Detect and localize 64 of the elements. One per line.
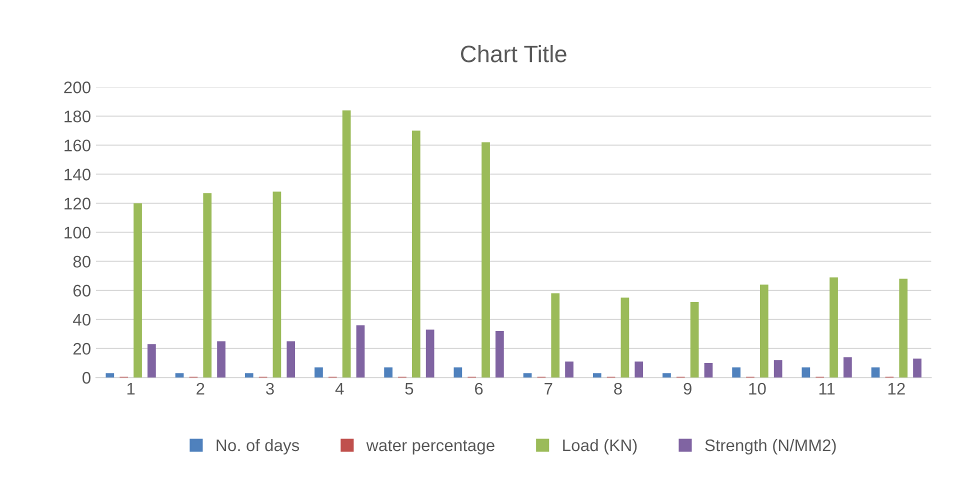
- bar: [899, 278, 908, 378]
- bar: [704, 363, 713, 378]
- chart-title: Chart Title: [461, 45, 566, 62]
- x-tick-label: 5: [405, 382, 414, 395]
- bar: [844, 357, 852, 378]
- bar: [175, 373, 184, 378]
- bar: [203, 193, 212, 378]
- bar: [106, 373, 114, 378]
- legend-label: Strength (N/MM2): [705, 438, 836, 455]
- bar: [634, 362, 644, 378]
- bar: [830, 277, 838, 378]
- bar: [732, 367, 740, 378]
- y-tick-label: 80: [73, 256, 90, 268]
- x-tick-label: 1: [127, 382, 135, 394]
- bar: [690, 302, 699, 378]
- bar: [286, 341, 296, 378]
- y-tick-label: 100: [64, 226, 90, 239]
- bar: [592, 373, 602, 378]
- bar: [620, 298, 630, 378]
- x-tick-label: 7: [544, 382, 552, 394]
- y-tick-label: 160: [64, 140, 90, 152]
- bar: [148, 344, 156, 378]
- y-tick-label: 140: [64, 168, 90, 180]
- bar: [551, 293, 560, 378]
- bar: [565, 362, 574, 378]
- x-tick-label: 12: [888, 382, 905, 394]
- x-tick-label: 10: [749, 382, 766, 395]
- bar: [426, 330, 434, 378]
- x-tick-label: 8: [614, 382, 622, 395]
- bar: [454, 367, 462, 378]
- bar: [482, 142, 490, 378]
- x-tick-label: 2: [196, 382, 204, 394]
- y-tick-label: 180: [64, 110, 90, 122]
- bar: [342, 110, 351, 378]
- bar: [412, 130, 420, 378]
- x-tick-label: 4: [335, 382, 344, 394]
- legend-label: Load (KN): [563, 438, 637, 455]
- y-tick-label: 200: [64, 82, 90, 94]
- y-tick-label: 60: [73, 284, 90, 297]
- y-tick-label: 40: [72, 314, 90, 326]
- bar: [662, 373, 671, 378]
- bar: [244, 373, 254, 378]
- bar: [760, 284, 768, 378]
- bar: [774, 360, 782, 378]
- bar: [134, 203, 142, 378]
- bar: [314, 367, 323, 378]
- y-tick-label: 0: [82, 372, 90, 384]
- legend-label: water percentage: [366, 440, 494, 455]
- x-tick-label: 6: [475, 382, 483, 395]
- bar: [496, 331, 504, 378]
- bar: [802, 367, 810, 378]
- bar: [384, 367, 392, 378]
- y-tick-label: 20: [73, 342, 90, 355]
- legend-label: No. of days: [216, 438, 300, 455]
- y-tick-label: 120: [64, 198, 90, 210]
- bar: [272, 192, 282, 378]
- x-tick-label: 9: [684, 382, 692, 395]
- bar: [217, 341, 226, 378]
- bar: [871, 367, 880, 378]
- x-tick-label: 3: [266, 382, 274, 395]
- bar: [913, 358, 922, 378]
- x-tick-label: 11: [819, 382, 835, 394]
- bar: [356, 325, 365, 378]
- bar: [523, 373, 532, 378]
